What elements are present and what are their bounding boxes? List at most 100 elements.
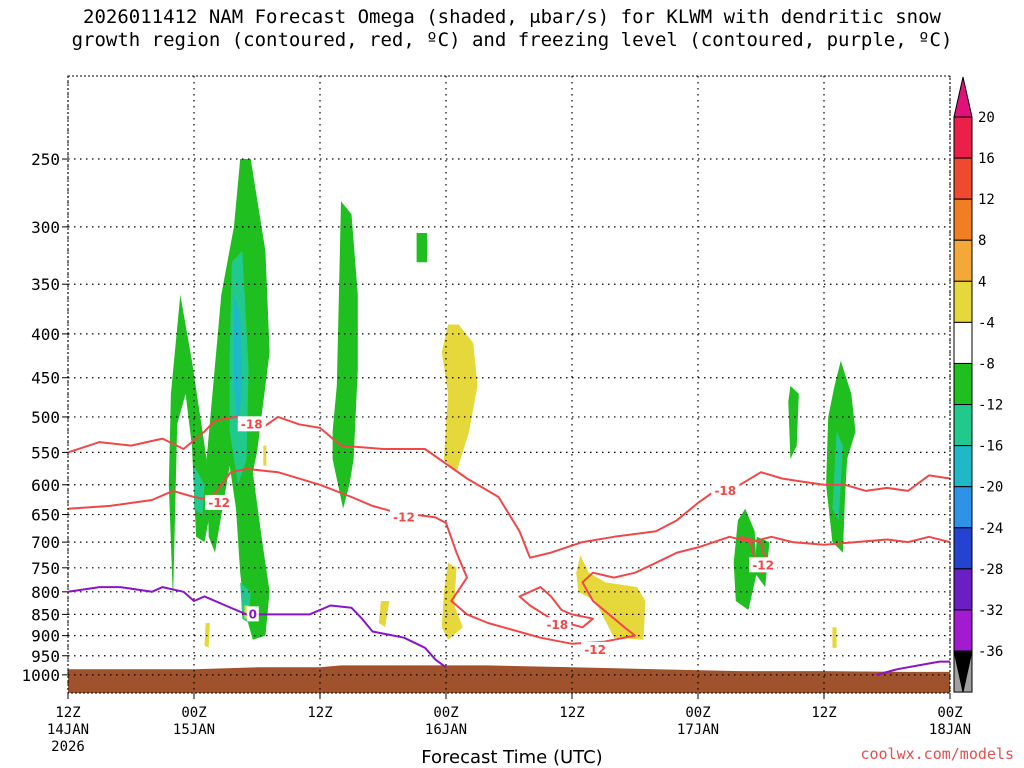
contour-label-bg-3: [543, 617, 572, 633]
omega-region-5: [788, 385, 799, 460]
colorbar-label-5: -4: [978, 315, 995, 331]
xtick-time-6: 12Z: [811, 705, 836, 721]
contour-label-bg-1: [205, 494, 234, 510]
xtick-date-3: 16JAN: [425, 722, 467, 738]
temp-contour-0: [68, 415, 950, 559]
freezing-contour-0: [68, 586, 447, 669]
contour-label-bg-4: [581, 641, 610, 657]
xtick-date-1: 15JAN: [173, 722, 215, 738]
xtick-time-5: 00Z: [685, 705, 710, 721]
ytick-label-750: 750: [31, 559, 60, 578]
omega-shading: [168, 159, 856, 648]
colorbar-swatch-9: [953, 486, 973, 529]
colorbar-label-3: 8: [978, 233, 986, 249]
plot-frame: [67, 75, 951, 694]
colorbar-swatch-3: [953, 239, 973, 282]
ytick-label-850: 850: [31, 605, 60, 624]
ytick-label-700: 700: [31, 533, 60, 552]
colorbar-swatch-11: [953, 568, 973, 611]
contour-label-3: -18: [546, 618, 568, 632]
temp-contour-1: [68, 467, 950, 645]
contour-label-bg-0: [237, 416, 266, 432]
ytick-label-1000: 1000: [21, 666, 60, 685]
colorbar-label-2: 12: [978, 192, 995, 208]
colorbar-label-8: -16: [978, 439, 1003, 455]
ytick-label-300: 300: [31, 218, 60, 237]
contour-label-bg-2: [390, 509, 418, 525]
freezing-contour-1: [876, 660, 950, 676]
contour-labels: -18 -12 -12 -18 -12 -18 -12 0: [205, 416, 778, 657]
colorbar-label-12: -32: [978, 603, 1003, 619]
colorbar-label-0: 20: [978, 110, 995, 126]
xtick-time-1: 00Z: [181, 705, 206, 721]
xtick-date-7: 18JAN: [929, 722, 971, 738]
colorbar-swatch-5: [953, 321, 973, 364]
contour-label-5: -18: [714, 484, 736, 498]
colorbar-swatch-7: [953, 404, 973, 447]
colorbar-top-arrow: [953, 76, 973, 118]
chart-title: 2026011412 NAM Forecast Omega (shaded, μ…: [0, 6, 1024, 52]
omega-region-3: [416, 233, 428, 263]
xtick-time-2: 12Z: [307, 705, 332, 721]
omega-region-0: [168, 294, 211, 601]
xtick-date-0: 14JAN: [47, 722, 89, 738]
ytick-label-650: 650: [31, 506, 60, 525]
colorbar-swatch-4: [953, 280, 973, 323]
contour-label-2: -12: [393, 510, 415, 524]
colorbar-label-6: -8: [978, 356, 995, 372]
colorbar-swatch-6: [953, 362, 973, 406]
colorbar-label-10: -24: [978, 521, 1003, 537]
credit-text: coolwx.com/models: [860, 745, 1014, 763]
colorbar-bottom-arrow: [953, 650, 973, 693]
omega-region-4: [733, 508, 757, 610]
xtick-time-4: 12Z: [559, 705, 584, 721]
colorbar-swatch-8: [953, 445, 973, 488]
contour-label-bg-6: [749, 557, 778, 573]
contour-label-bg-7: [246, 606, 259, 622]
colorbar-label-7: -12: [978, 398, 1003, 414]
ytick-label-450: 450: [31, 369, 60, 388]
omega-region-20: [263, 445, 267, 466]
ytick-label-950: 950: [31, 647, 60, 666]
colorbar-swatch-12: [953, 609, 973, 652]
ytick-label-400: 400: [31, 325, 60, 344]
contour-label-7: 0: [249, 607, 257, 621]
colorbar-swatch-10: [953, 527, 973, 570]
omega-region-12: [233, 294, 243, 432]
colorbar-label-11: -28: [978, 562, 1003, 578]
ytick-label-250: 250: [31, 150, 60, 169]
colorbar-swatch-2: [953, 198, 973, 241]
title-line-2: growth region (contoured, red, ºC) and f…: [71, 29, 953, 51]
contour-label-1: -12: [208, 496, 230, 510]
temp-contour-2: [518, 586, 594, 629]
terrain-area: [68, 665, 950, 693]
colorbar-label-1: 16: [978, 151, 995, 167]
grid-lines: [67, 76, 951, 693]
ytick-label-800: 800: [31, 583, 60, 602]
title-line-1: 2026011412 NAM Forecast Omega (shaded, μ…: [83, 6, 941, 28]
ytick-label-550: 550: [31, 443, 60, 462]
xtick-time-0: 12Z: [55, 705, 80, 721]
ytick-label-350: 350: [31, 275, 60, 294]
xtick-time-3: 00Z: [433, 705, 458, 721]
omega-region-2: [332, 201, 358, 509]
contour-label-bg-5: [711, 482, 740, 498]
colorbar-label-4: 4: [978, 274, 986, 290]
xtick-year-0: 2026: [51, 739, 85, 755]
xtick-date-5: 17JAN: [677, 722, 719, 738]
contour-label-0: -18: [241, 417, 263, 431]
terrain-fill: [68, 665, 950, 693]
colorbar: 20 16 12 8 4 -4 -8 -12 -16 -20 -24 -28 -32 -36: [953, 76, 1003, 693]
colorbar-swatch-1: [953, 157, 973, 200]
omega-region-19: [832, 627, 837, 648]
ytick-label-600: 600: [31, 476, 60, 495]
x-axis-label: Forecast Time (UTC): [421, 747, 603, 768]
contour-label-6: -12: [752, 558, 774, 572]
freezing-level-contour: [68, 586, 950, 676]
ytick-label-500: 500: [31, 408, 60, 427]
colorbar-label-13: -36: [978, 644, 1003, 660]
omega-region-9: [194, 465, 205, 515]
omega-region-11: [832, 431, 843, 521]
